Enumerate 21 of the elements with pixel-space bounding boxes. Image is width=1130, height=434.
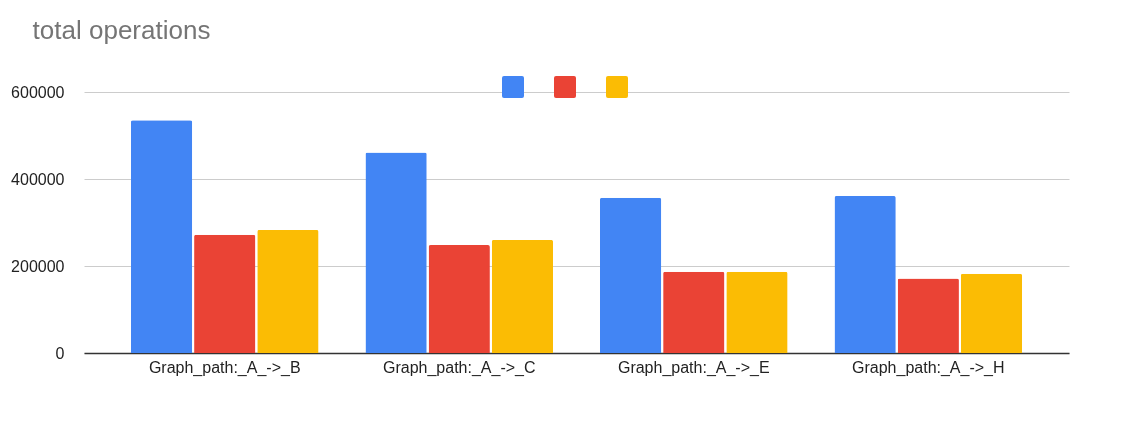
bar	[960, 273, 1023, 353]
bar	[663, 271, 725, 353]
bar	[194, 234, 256, 353]
bar	[834, 195, 896, 353]
bar	[897, 278, 959, 353]
bar	[726, 271, 788, 353]
x-tick-label: Graph_path:_A_->_E	[617, 358, 770, 377]
y-tick-label: 0	[55, 344, 65, 362]
bar	[365, 152, 427, 353]
y-tick-label: 400000	[11, 170, 65, 188]
bar	[130, 120, 193, 353]
x-tick-label: Graph_path:_A_->_C	[382, 358, 536, 377]
bar	[257, 229, 319, 353]
chart-title: total operations	[32, 15, 211, 45]
bar	[599, 197, 662, 353]
y-tick-label: 600000	[11, 83, 65, 101]
y-tick-label: 200000	[11, 257, 65, 275]
x-tick-label: Graph_path:_A_->_B	[148, 358, 301, 377]
bar	[491, 239, 554, 353]
x-tick-label: Graph_path:_A_->_H	[852, 358, 1005, 377]
bar	[428, 245, 490, 353]
